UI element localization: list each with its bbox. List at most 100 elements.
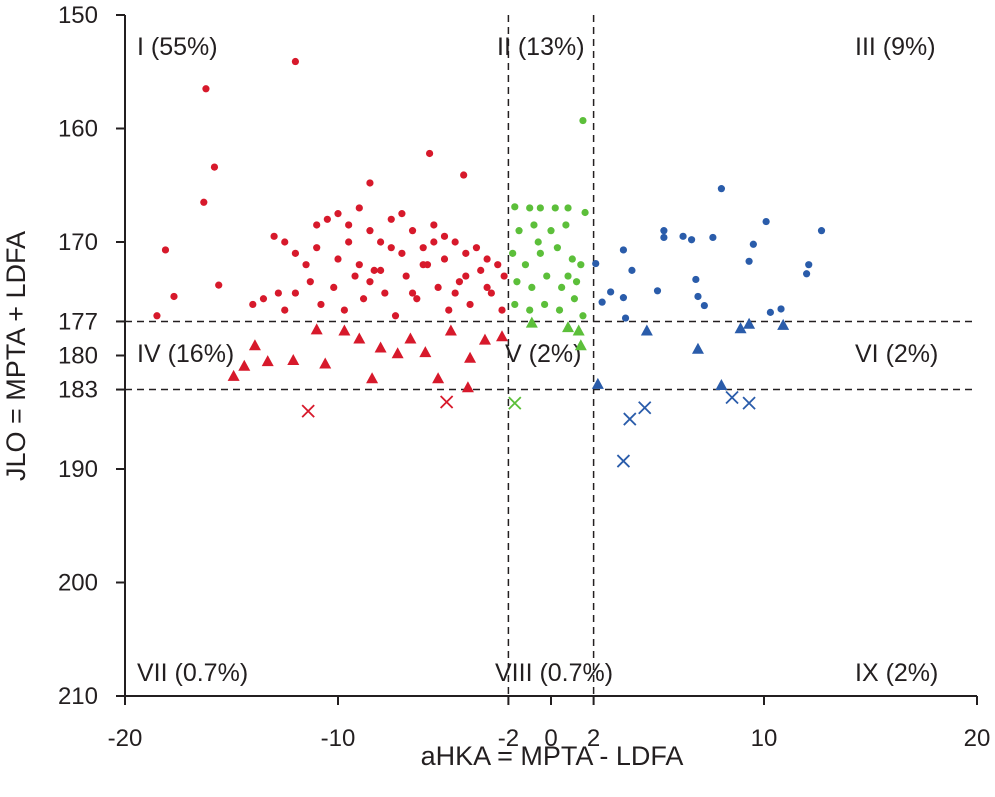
point (508, 396, 522, 410)
point (291, 289, 299, 297)
point (526, 204, 534, 212)
point (170, 292, 178, 301)
point (623, 412, 637, 426)
y-tick-label: 190 (58, 456, 98, 483)
point (261, 355, 274, 367)
point (248, 339, 261, 351)
x-tick-label: 20 (964, 725, 991, 752)
point (496, 330, 509, 342)
point (462, 249, 470, 257)
x-tick-label: -20 (108, 725, 143, 752)
point (291, 57, 299, 66)
point (570, 295, 579, 303)
point (340, 306, 348, 314)
point (366, 278, 374, 286)
point (525, 316, 538, 328)
point (374, 341, 387, 353)
point (301, 404, 315, 418)
point (494, 261, 502, 269)
point (700, 301, 708, 310)
point (558, 283, 566, 291)
point (345, 238, 353, 246)
point (402, 272, 410, 280)
x-tick-label: 0 (544, 725, 557, 752)
point (734, 322, 747, 334)
point (200, 198, 208, 206)
point (551, 204, 559, 212)
point (541, 300, 549, 309)
point (679, 232, 687, 240)
point (592, 259, 600, 268)
point (628, 266, 636, 274)
point (440, 232, 449, 240)
y-tick-label: 177 (58, 308, 98, 335)
point (398, 210, 406, 218)
point (511, 203, 519, 211)
point (766, 308, 774, 316)
point (513, 278, 521, 286)
point (574, 339, 587, 351)
point (451, 238, 459, 246)
region-label: V (2%) (505, 340, 581, 368)
point (313, 221, 321, 229)
point (353, 332, 366, 344)
point (660, 233, 668, 242)
point (616, 454, 631, 468)
point (534, 238, 542, 246)
point (227, 369, 240, 381)
region-label: III (9%) (855, 33, 936, 61)
point (515, 227, 523, 235)
point (581, 208, 589, 217)
point (555, 306, 564, 314)
point (483, 283, 491, 291)
x-axis-label: aHKA = MPTA - LDFA (421, 741, 684, 771)
point (451, 289, 459, 297)
point (521, 261, 530, 269)
point (715, 379, 728, 391)
point (477, 266, 485, 274)
point (568, 255, 576, 263)
point (553, 244, 561, 252)
x-tick-label: -10 (321, 725, 356, 752)
point (334, 255, 342, 263)
point (319, 357, 332, 369)
point (313, 244, 321, 252)
point (434, 283, 442, 291)
point (640, 324, 653, 336)
point (381, 289, 389, 297)
region-label: VI (2%) (855, 340, 938, 368)
point (461, 381, 474, 393)
point (355, 261, 363, 269)
point (536, 249, 544, 257)
point (692, 275, 700, 284)
point (330, 283, 338, 291)
point (591, 377, 604, 389)
point (466, 300, 474, 309)
x-tick-label: -2 (498, 725, 519, 752)
point (408, 227, 417, 235)
point (419, 261, 427, 269)
point (572, 278, 581, 286)
point (498, 306, 506, 314)
point (391, 347, 404, 359)
point (777, 318, 790, 330)
point (387, 215, 395, 223)
point (777, 305, 785, 313)
point (432, 372, 445, 384)
point (543, 272, 551, 280)
region-label: VIII (0.7%) (495, 659, 613, 687)
point (577, 261, 585, 269)
point (281, 306, 289, 314)
point (366, 372, 379, 384)
point (487, 289, 495, 297)
point (526, 306, 534, 314)
point (387, 244, 395, 252)
point (408, 289, 417, 297)
point (687, 236, 696, 244)
point (464, 351, 477, 363)
point (717, 185, 726, 193)
point (377, 266, 385, 274)
point (270, 232, 278, 240)
